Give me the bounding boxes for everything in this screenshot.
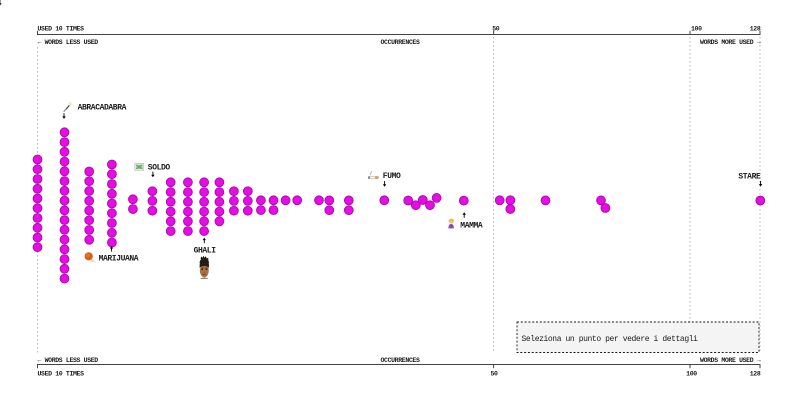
- svg-text:SOLDO: SOLDO: [148, 163, 171, 172]
- svg-text:ABRACADABRA: ABRACADABRA: [78, 103, 127, 112]
- svg-text:USED 10 TIMES: USED 10 TIMES: [38, 371, 85, 378]
- svg-text:50: 50: [492, 26, 500, 33]
- svg-text:← WORDS LESS USED: ← WORDS LESS USED: [38, 357, 99, 364]
- svg-text:WORDS MORE USED →: WORDS MORE USED →: [700, 39, 761, 46]
- svg-text:128: 128: [750, 371, 761, 378]
- svg-text:GHALI: GHALI: [194, 246, 217, 255]
- svg-text:OCCURRENCES: OCCURRENCES: [380, 357, 420, 364]
- svg-text:← WORDS LESS USED: ← WORDS LESS USED: [38, 39, 99, 46]
- svg-text:100: 100: [686, 371, 697, 378]
- svg-text:STARE: STARE: [738, 172, 761, 181]
- svg-text:WORDS MORE USED →: WORDS MORE USED →: [700, 357, 761, 364]
- svg-text:50: 50: [490, 371, 498, 378]
- svg-text:MAMMA: MAMMA: [460, 222, 483, 231]
- svg-text:OCCURRENCES: OCCURRENCES: [380, 39, 420, 46]
- svg-text:100: 100: [691, 26, 702, 33]
- svg-text:128: 128: [750, 26, 761, 33]
- svg-text:Seleziona un punto per vedere: Seleziona un punto per vedere i dettagli: [522, 335, 699, 344]
- svg-text:USED 10 TIMES: USED 10 TIMES: [38, 26, 85, 33]
- svg-text:FUMO: FUMO: [383, 172, 401, 181]
- svg-text:MARIJUANA: MARIJUANA: [99, 254, 139, 263]
